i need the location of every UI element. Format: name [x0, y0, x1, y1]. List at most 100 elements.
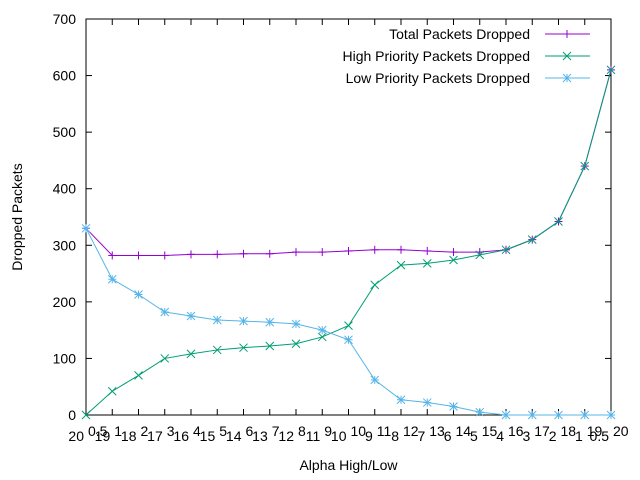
marker-stroke [606, 410, 616, 420]
x-axis-label: Alpha High/Low [299, 457, 398, 473]
marker-stroke [449, 255, 458, 265]
data-point [107, 386, 117, 396]
x-tick-label-low: 12 [403, 423, 419, 439]
data-point [265, 249, 274, 258]
marker-stroke [554, 217, 563, 226]
marker-stroke [291, 339, 301, 349]
marker-stroke [527, 235, 537, 244]
x-tick-label-high: 6 [444, 428, 452, 444]
plot-frame [85, 18, 612, 416]
marker-stroke [422, 259, 432, 268]
y-tick-label: 500 [53, 124, 77, 140]
data-point [160, 307, 170, 317]
marker-stroke [291, 319, 301, 329]
x-tick-label-high: 19 [95, 428, 111, 444]
data-point [580, 410, 590, 420]
x-tick-label-low: 1 [114, 423, 122, 439]
y-tick-label: 300 [53, 237, 77, 253]
data-point [449, 402, 458, 411]
data-point [396, 260, 406, 270]
y-tick-label: 400 [53, 181, 77, 197]
data-point [212, 315, 222, 325]
x-tick-label-low: 19 [587, 423, 603, 439]
legend-label: Low Priority Packets Dropped [346, 70, 530, 86]
y-tick-label: 600 [53, 68, 77, 84]
data-point [265, 341, 275, 351]
data-point [562, 73, 572, 83]
legend-label: High Priority Packets Dropped [342, 48, 530, 64]
marker-stroke [501, 410, 511, 420]
marker-stroke [606, 65, 616, 75]
data-point [292, 248, 300, 257]
marker-stroke [186, 311, 196, 321]
data-point [239, 249, 248, 258]
marker-stroke [265, 341, 275, 351]
marker-stroke [107, 386, 117, 396]
marker-stroke [81, 223, 91, 233]
x-tick-label-low: 15 [482, 423, 498, 439]
marker-stroke [239, 316, 248, 326]
data-point [344, 246, 353, 255]
data-point [239, 316, 248, 326]
x-tick-label-low: 3 [167, 423, 175, 439]
x-tick-label-low: 20 [613, 423, 629, 439]
x-tick-label-high: 1 [575, 428, 583, 444]
x-tick-label-high: 17 [147, 428, 163, 444]
marker-stroke [81, 410, 91, 420]
data-point [239, 343, 248, 353]
x-tick-label-high: 18 [121, 428, 137, 444]
marker-stroke [212, 315, 222, 325]
data-point [160, 354, 170, 363]
data-point [422, 259, 432, 268]
series-2 [81, 223, 616, 420]
legend: Total Packets Dropped High Priority Packe… [342, 26, 590, 86]
data-point [344, 321, 353, 330]
y-tick-label: 0 [68, 407, 76, 423]
data-point [562, 51, 572, 61]
data-point [580, 161, 590, 171]
data-point [423, 246, 432, 255]
data-point [396, 395, 406, 405]
data-point [501, 245, 511, 255]
data-point [317, 332, 327, 342]
marker-stroke [370, 375, 380, 385]
x-tick-label-low: 10 [351, 423, 367, 439]
x-tick-label-high: 15 [200, 428, 216, 444]
x-tick-label-low: 7 [272, 423, 280, 439]
data-point [317, 325, 327, 335]
data-point [134, 290, 143, 299]
marker-stroke [449, 402, 458, 411]
data-point [449, 248, 458, 257]
marker-stroke [160, 354, 170, 363]
x-tick-label-low: 11 [377, 423, 392, 439]
marker-stroke [370, 280, 380, 290]
x-tick-label-high: 12 [278, 428, 294, 444]
x-tick-label-low: 13 [429, 423, 445, 439]
data-point [108, 251, 117, 260]
data-point [527, 410, 537, 420]
x-tick-label-high: 10 [331, 428, 347, 444]
x-tick-label-high: 2 [549, 428, 557, 444]
marker-stroke [212, 345, 222, 355]
data-point [606, 410, 616, 420]
data-point [81, 410, 91, 420]
data-point [554, 217, 563, 226]
x-tick-label-low: 14 [456, 423, 472, 439]
x-tick-label-high: 5 [470, 428, 478, 444]
marker-stroke [317, 325, 327, 335]
marker-stroke [107, 274, 117, 284]
marker-stroke [186, 349, 196, 359]
x-tick-label-high: 7 [417, 428, 425, 444]
data-point [370, 375, 380, 385]
x-axis-ticks: 20 0.519 118 217 316 415 514 613 712 8 11 910 109 11 8… [68, 19, 629, 444]
data-point [81, 223, 91, 233]
x-tick-label-low: 18 [561, 423, 577, 439]
data-point [475, 250, 485, 260]
data-point [187, 250, 195, 259]
marker-stroke [396, 395, 406, 405]
data-point [370, 280, 380, 290]
marker-stroke [317, 332, 327, 342]
x-tick-label-low: 16 [508, 423, 524, 439]
marker-stroke [527, 410, 537, 420]
